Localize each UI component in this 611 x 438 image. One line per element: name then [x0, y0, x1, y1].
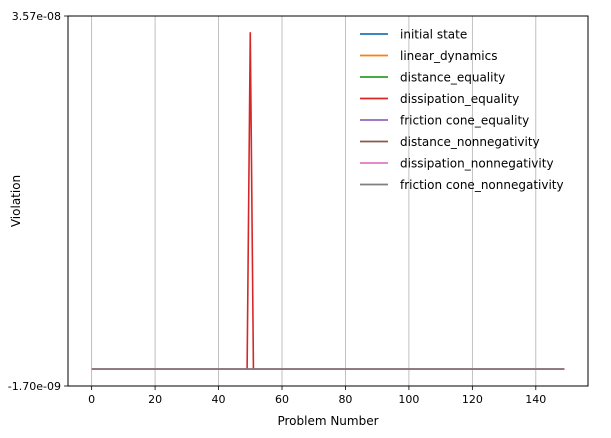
x-tick-label: 0: [88, 393, 95, 406]
legend-label: initial state: [400, 28, 467, 42]
y-tick-label: -1.70e-09: [8, 380, 61, 393]
legend: initial state linear_dynamics distance_equ…: [360, 28, 564, 192]
plot-frame: [67, 15, 589, 387]
x-tick-label: 100: [398, 393, 419, 406]
y-axis-label: Violation: [9, 175, 23, 227]
legend-label: dissipation_equality: [400, 92, 519, 106]
x-tick-label: 140: [525, 393, 546, 406]
legend-label: friction cone_nonnegativity: [400, 178, 564, 192]
legend-label: distance_nonnegativity: [400, 135, 540, 149]
x-axis-label: Problem Number: [277, 414, 378, 428]
legend-label: dissipation_nonnegativity: [400, 157, 554, 171]
x-tick-label: 80: [338, 393, 352, 406]
x-tick-label: 40: [212, 393, 226, 406]
x-tick-label: 120: [462, 393, 483, 406]
x-tick-label: 60: [275, 393, 289, 406]
x-axis-ticks: 0 20 40 60 80 100 120 140: [88, 386, 546, 406]
legend-label: linear_dynamics: [400, 49, 498, 63]
y-tick-label: 3.57e-08: [12, 10, 61, 23]
x-tick-label: 20: [148, 393, 162, 406]
legend-label: distance_equality: [400, 71, 505, 85]
plot-lines: [91, 32, 565, 370]
y-axis-ticks: 3.57e-08 -1.70e-09: [8, 10, 68, 393]
grid: [91, 16, 537, 386]
legend-label: friction cone_equality: [400, 114, 529, 128]
